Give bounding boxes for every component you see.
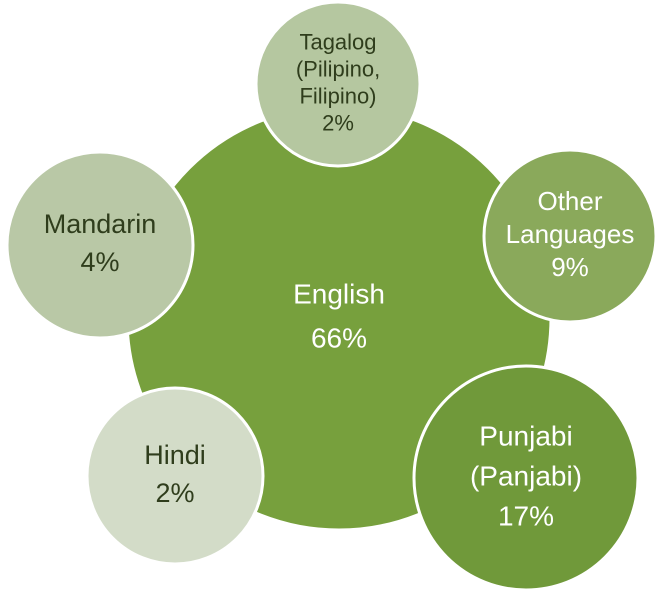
node-label: Tagalog [299, 29, 376, 54]
node-circle [85, 386, 265, 566]
node-value: 2% [155, 478, 194, 508]
node-value: 9% [551, 252, 589, 282]
node-label: (Pilipino, [296, 56, 380, 81]
node-circle [412, 364, 640, 590]
node-circle [254, 0, 422, 168]
node-circle [482, 148, 658, 324]
node-label: Other [537, 186, 602, 216]
node-label: Punjabi [479, 420, 572, 451]
node-circle [5, 150, 195, 340]
node-value: 2% [322, 110, 354, 135]
node-value: 17% [498, 500, 554, 531]
node-label: Languages [506, 219, 635, 249]
node-label: English [293, 278, 385, 309]
node-value: 4% [80, 247, 119, 277]
node-value: 66% [311, 322, 367, 353]
node-label: Filipino) [299, 83, 376, 108]
node-label: Mandarin [44, 209, 157, 239]
node-label: Hindi [144, 440, 206, 470]
node-label: (Panjabi) [470, 460, 582, 491]
